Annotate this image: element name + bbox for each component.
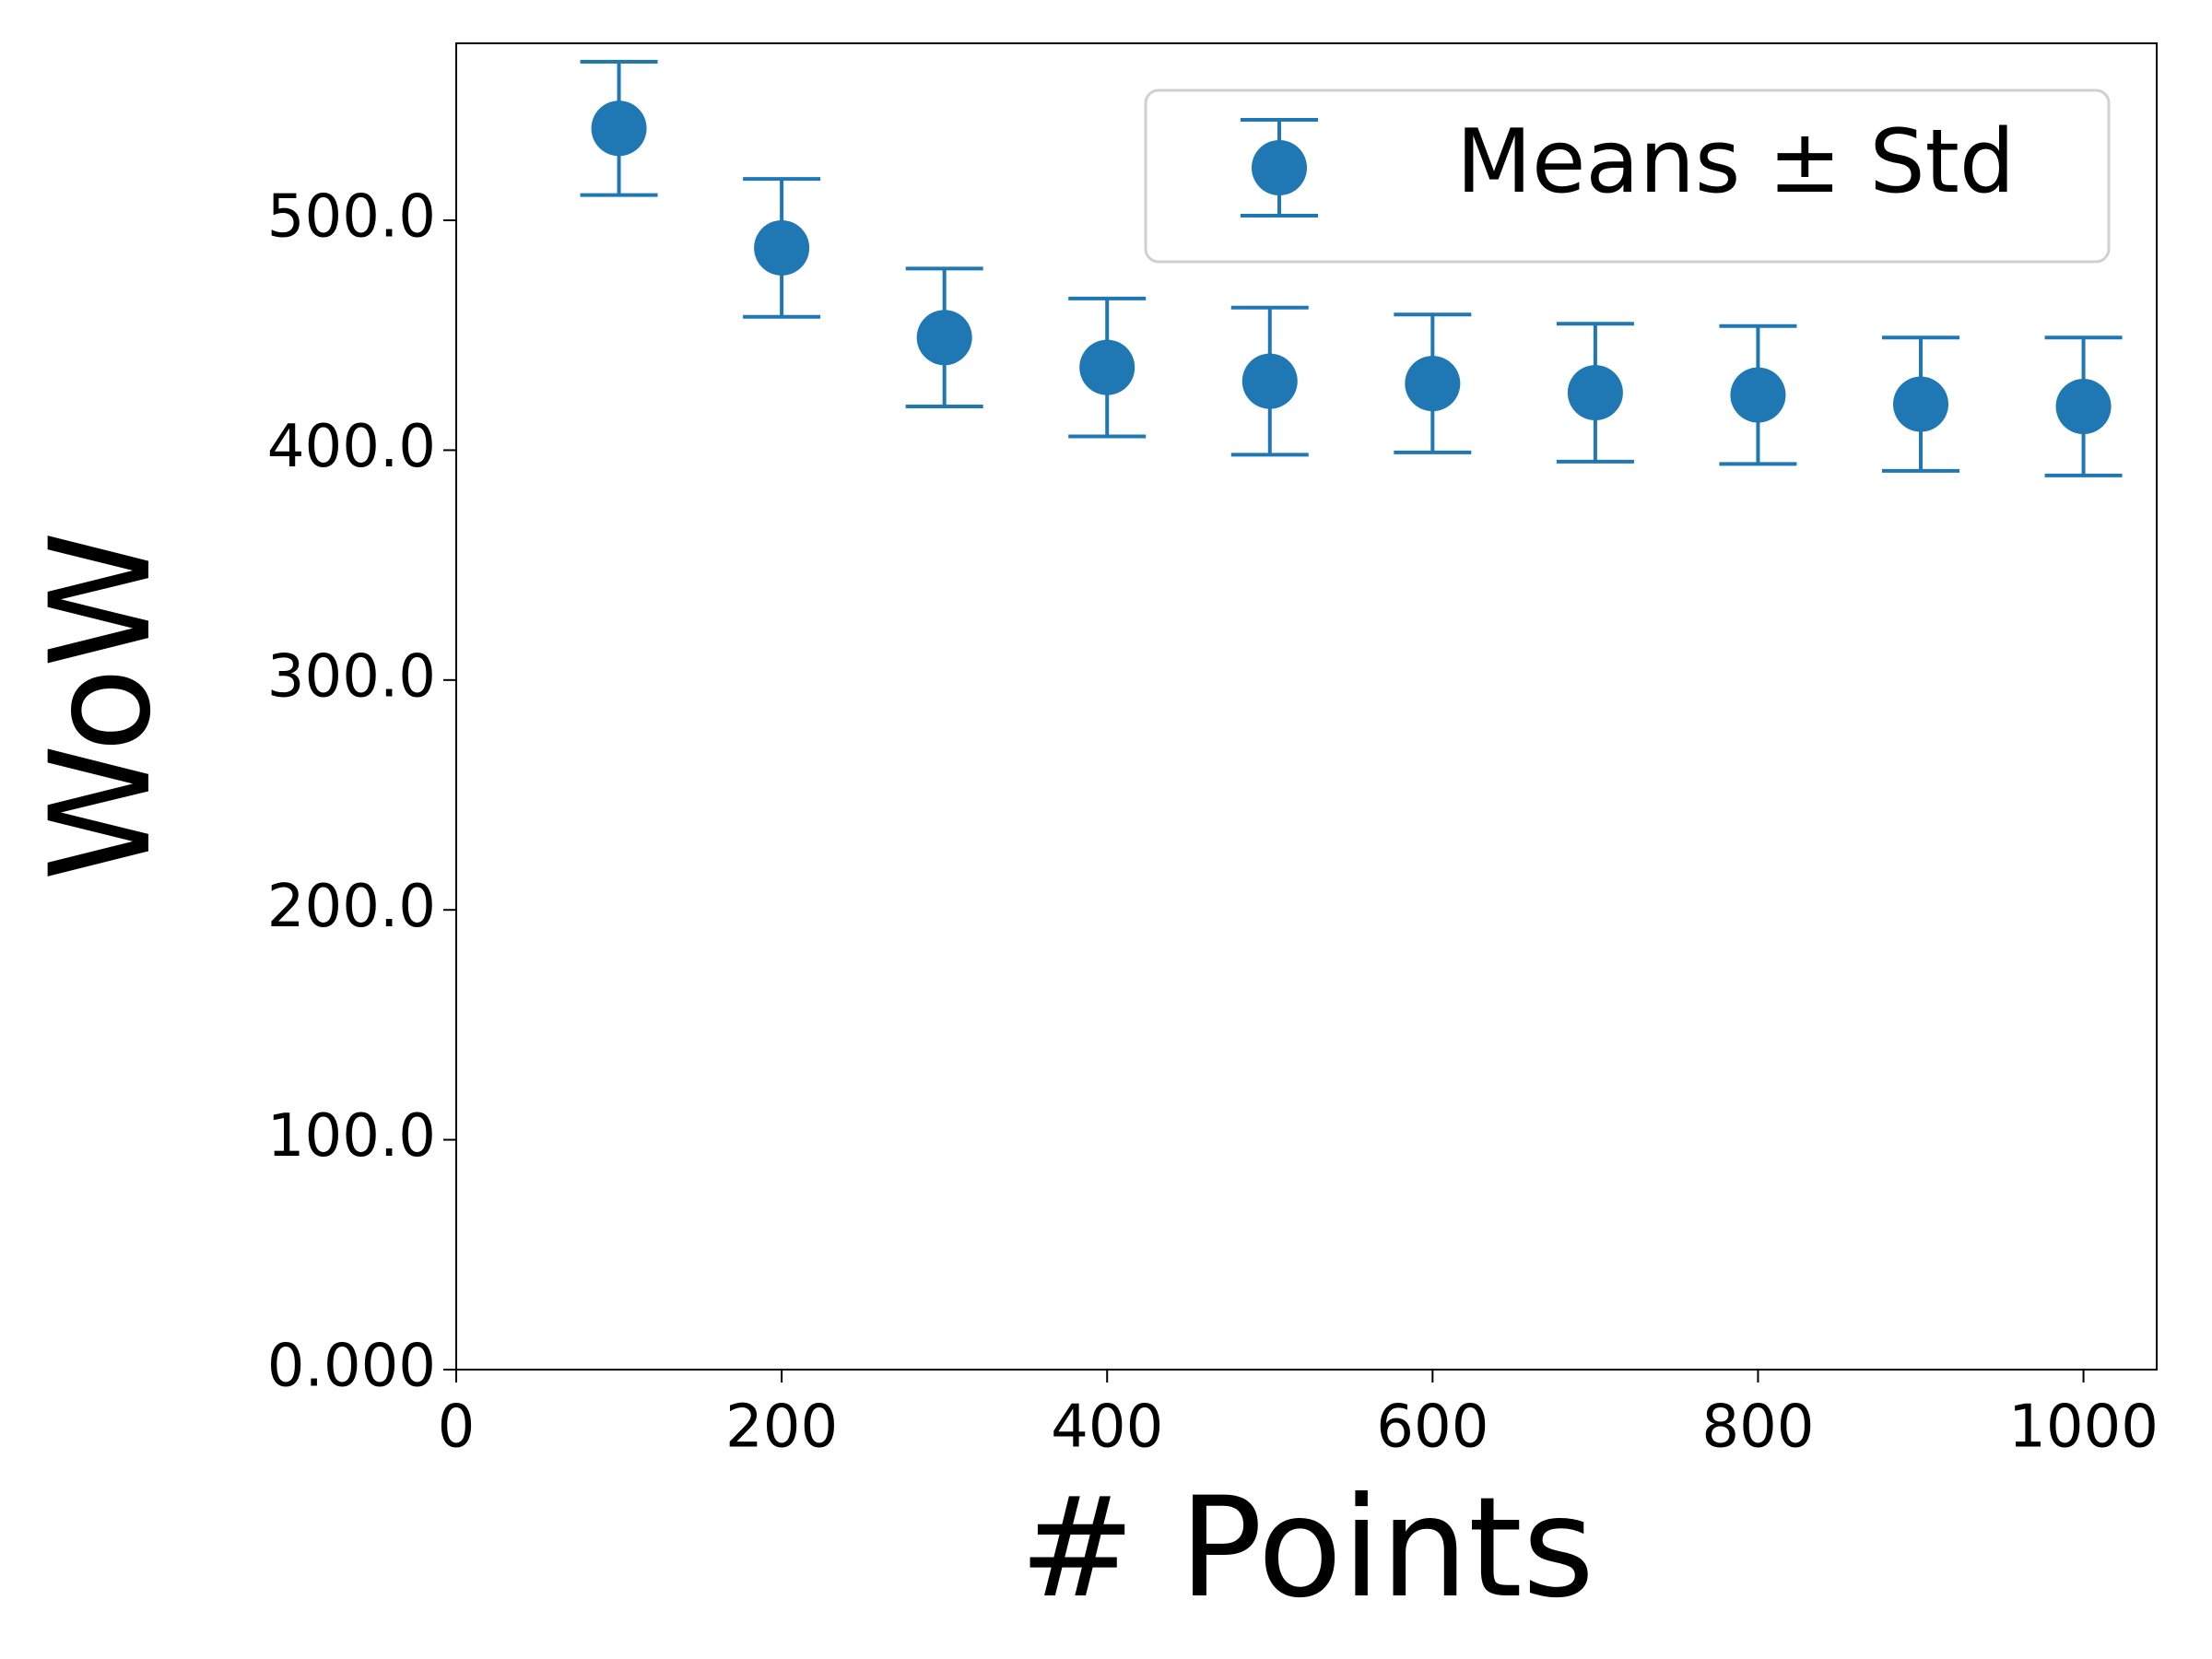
marker: [1730, 367, 1786, 423]
y-tick-label: 0.000: [267, 1333, 436, 1401]
y-tick-label: 300.0: [267, 642, 436, 711]
x-tick-label: 200: [725, 1394, 838, 1462]
plot-frame: [455, 42, 2158, 1371]
marker: [591, 100, 647, 157]
x-tick-label: 400: [1051, 1394, 1163, 1462]
marker: [1079, 339, 1135, 395]
marker: [916, 310, 972, 366]
y-tick-label: 100.0: [267, 1102, 436, 1171]
x-tick-label: 0: [438, 1394, 476, 1462]
y-tick-label: 400.0: [267, 413, 436, 481]
x-axis-label: # Points: [1019, 1468, 1594, 1629]
x-tick-label: 800: [1701, 1394, 1814, 1462]
legend-marker: [1252, 140, 1307, 195]
y-tick-label: 500.0: [267, 183, 436, 252]
marker: [1405, 356, 1461, 412]
x-tick-label: 600: [1376, 1394, 1488, 1462]
x-tick-label: 1000: [2008, 1394, 2159, 1462]
legend-label: Means ± Std: [1456, 112, 2015, 213]
marker: [1241, 353, 1298, 409]
marker: [1567, 365, 1623, 421]
marker: [2055, 379, 2112, 435]
y-tick-label: 200.0: [267, 873, 436, 941]
legend-box: [1144, 88, 2111, 264]
marker: [754, 219, 810, 276]
y-axis-label: WoW: [21, 531, 182, 881]
marker: [1892, 376, 1948, 432]
